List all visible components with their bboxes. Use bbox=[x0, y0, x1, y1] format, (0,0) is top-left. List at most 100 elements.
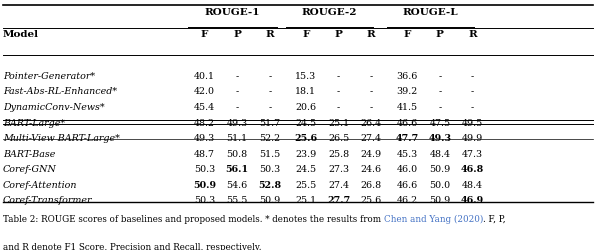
Text: 48.4: 48.4 bbox=[462, 180, 483, 190]
Text: 45.3: 45.3 bbox=[396, 150, 418, 158]
Text: 27.4: 27.4 bbox=[361, 134, 382, 143]
Text: -: - bbox=[370, 103, 373, 112]
Text: 50.0: 50.0 bbox=[429, 180, 451, 190]
Text: 26.5: 26.5 bbox=[328, 134, 349, 143]
Text: 25.5: 25.5 bbox=[295, 180, 316, 190]
Text: 45.4: 45.4 bbox=[194, 103, 215, 112]
Text: 46.2: 46.2 bbox=[396, 196, 418, 205]
Text: -: - bbox=[370, 72, 373, 81]
Text: 26.8: 26.8 bbox=[361, 180, 382, 190]
Text: Model: Model bbox=[3, 30, 39, 39]
Text: Chen and Yang (2020): Chen and Yang (2020) bbox=[384, 215, 483, 224]
Text: 25.6: 25.6 bbox=[361, 196, 382, 205]
Text: 24.5: 24.5 bbox=[295, 118, 316, 128]
Text: R: R bbox=[266, 30, 274, 39]
Text: -: - bbox=[438, 72, 442, 81]
Text: 48.7: 48.7 bbox=[194, 150, 215, 158]
Text: 55.5: 55.5 bbox=[226, 196, 248, 205]
Text: 50.3: 50.3 bbox=[194, 196, 215, 205]
Text: P: P bbox=[233, 30, 241, 39]
Text: BART-Large*: BART-Large* bbox=[3, 118, 65, 128]
Text: -: - bbox=[337, 103, 340, 112]
Text: ROUGE-L: ROUGE-L bbox=[403, 8, 458, 17]
Text: 50.9: 50.9 bbox=[429, 196, 451, 205]
Text: 46.0: 46.0 bbox=[396, 165, 418, 174]
Text: . F, P,: . F, P, bbox=[483, 215, 506, 224]
Text: 27.7: 27.7 bbox=[327, 196, 350, 205]
Text: 48.2: 48.2 bbox=[194, 118, 215, 128]
Text: P: P bbox=[334, 30, 343, 39]
Text: 23.9: 23.9 bbox=[295, 150, 316, 158]
Text: 47.7: 47.7 bbox=[395, 134, 419, 143]
Text: 49.3: 49.3 bbox=[429, 134, 451, 143]
Text: -: - bbox=[235, 103, 239, 112]
Text: Table 2: ROUGE scores of baselines and proposed models. * denotes the results fr: Table 2: ROUGE scores of baselines and p… bbox=[3, 215, 384, 224]
Text: P: P bbox=[436, 30, 444, 39]
Text: 25.6: 25.6 bbox=[294, 134, 317, 143]
Text: -: - bbox=[268, 103, 272, 112]
Text: 51.1: 51.1 bbox=[226, 134, 248, 143]
Text: 46.6: 46.6 bbox=[396, 180, 418, 190]
Text: 51.7: 51.7 bbox=[259, 118, 281, 128]
Text: 36.6: 36.6 bbox=[396, 72, 418, 81]
Text: 26.4: 26.4 bbox=[361, 118, 382, 128]
Text: R: R bbox=[367, 30, 375, 39]
Text: 51.5: 51.5 bbox=[259, 150, 281, 158]
Text: 20.6: 20.6 bbox=[295, 103, 316, 112]
Text: Fast-Abs-RL-Enhanced*: Fast-Abs-RL-Enhanced* bbox=[3, 88, 117, 96]
Text: -: - bbox=[337, 72, 340, 81]
Text: -: - bbox=[337, 88, 340, 96]
Text: 27.3: 27.3 bbox=[328, 165, 349, 174]
Text: 25.1: 25.1 bbox=[328, 118, 349, 128]
Text: 25.1: 25.1 bbox=[295, 196, 316, 205]
Text: BART-Base: BART-Base bbox=[3, 150, 55, 158]
Text: 39.2: 39.2 bbox=[396, 88, 418, 96]
Text: Coref-Attention: Coref-Attention bbox=[3, 180, 77, 190]
Text: 27.4: 27.4 bbox=[328, 180, 349, 190]
Text: 24.5: 24.5 bbox=[295, 165, 316, 174]
Text: 46.8: 46.8 bbox=[461, 165, 485, 174]
Text: 18.1: 18.1 bbox=[295, 88, 316, 96]
Text: ROUGE-1: ROUGE-1 bbox=[204, 8, 260, 17]
Text: 47.5: 47.5 bbox=[429, 118, 451, 128]
Text: -: - bbox=[235, 72, 239, 81]
Text: DynamicConv-News*: DynamicConv-News* bbox=[3, 103, 105, 112]
Text: 50.8: 50.8 bbox=[226, 150, 248, 158]
Text: 49.5: 49.5 bbox=[462, 118, 483, 128]
Text: Coref-GNN: Coref-GNN bbox=[3, 165, 57, 174]
Text: -: - bbox=[438, 103, 442, 112]
Text: 47.3: 47.3 bbox=[462, 150, 483, 158]
Text: 24.9: 24.9 bbox=[361, 150, 382, 158]
Text: -: - bbox=[438, 88, 442, 96]
Text: ROUGE-2: ROUGE-2 bbox=[302, 8, 357, 17]
Text: 56.1: 56.1 bbox=[226, 165, 249, 174]
Text: 54.6: 54.6 bbox=[226, 180, 248, 190]
Text: Pointer-Generator*: Pointer-Generator* bbox=[3, 72, 95, 81]
Text: Coref-Transformer: Coref-Transformer bbox=[3, 196, 92, 205]
Text: 49.3: 49.3 bbox=[226, 118, 248, 128]
Text: 50.3: 50.3 bbox=[194, 165, 215, 174]
Text: 49.9: 49.9 bbox=[462, 134, 483, 143]
Text: -: - bbox=[471, 88, 474, 96]
Text: 15.3: 15.3 bbox=[295, 72, 316, 81]
Text: 48.4: 48.4 bbox=[429, 150, 451, 158]
Text: 41.5: 41.5 bbox=[396, 103, 418, 112]
Text: 46.6: 46.6 bbox=[396, 118, 418, 128]
Text: 52.2: 52.2 bbox=[259, 134, 281, 143]
Text: -: - bbox=[235, 88, 239, 96]
Text: F: F bbox=[201, 30, 208, 39]
Text: 49.3: 49.3 bbox=[194, 134, 215, 143]
Text: -: - bbox=[471, 72, 474, 81]
Text: 50.9: 50.9 bbox=[259, 196, 281, 205]
Text: 50.3: 50.3 bbox=[259, 165, 281, 174]
Text: 24.6: 24.6 bbox=[361, 165, 382, 174]
Text: 42.0: 42.0 bbox=[194, 88, 215, 96]
Text: -: - bbox=[268, 88, 272, 96]
Text: 52.8: 52.8 bbox=[259, 180, 281, 190]
Text: -: - bbox=[370, 88, 373, 96]
Text: -: - bbox=[471, 103, 474, 112]
Text: 46.9: 46.9 bbox=[461, 196, 484, 205]
Text: R: R bbox=[468, 30, 477, 39]
Text: and R denote F1 Score, Precision and Recall, respectively.: and R denote F1 Score, Precision and Rec… bbox=[3, 243, 262, 250]
Text: F: F bbox=[403, 30, 411, 39]
